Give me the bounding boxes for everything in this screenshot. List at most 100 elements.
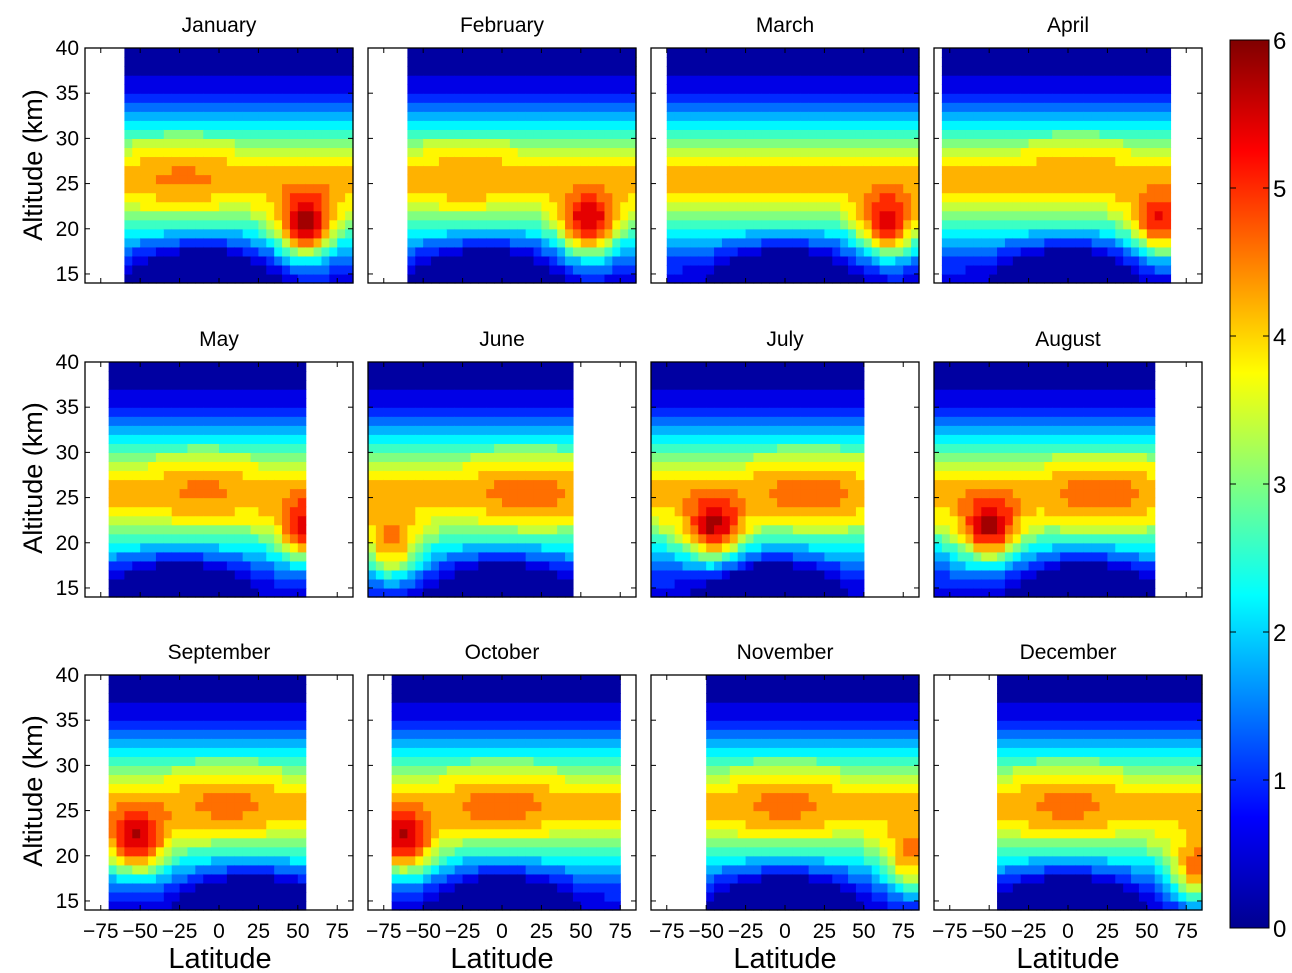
contour-cell bbox=[494, 479, 503, 490]
contour-cell bbox=[651, 407, 660, 417]
contour-cell bbox=[1146, 264, 1156, 275]
contour-cell bbox=[297, 75, 307, 85]
contour-cell bbox=[1075, 147, 1085, 158]
panel-title: May bbox=[199, 328, 239, 351]
contour-cell bbox=[620, 138, 629, 149]
contour-cell bbox=[690, 273, 699, 284]
contour-cell bbox=[666, 461, 676, 472]
contour-cell bbox=[509, 273, 519, 284]
contour-cell bbox=[423, 542, 432, 553]
contour-cell bbox=[714, 587, 723, 598]
contour-cell bbox=[588, 237, 598, 248]
contour-cell bbox=[1044, 201, 1053, 212]
contour-cell bbox=[863, 48, 873, 58]
contour-cell bbox=[557, 551, 566, 562]
contour-cell bbox=[289, 362, 299, 372]
contour-cell bbox=[690, 183, 699, 194]
contour-cell bbox=[525, 246, 535, 257]
contour-cell bbox=[911, 228, 920, 239]
contour-cell bbox=[549, 551, 558, 562]
contour-cell bbox=[1138, 219, 1148, 230]
contour-cell bbox=[155, 102, 165, 112]
contour-cell bbox=[446, 138, 456, 149]
contour-cell bbox=[195, 264, 204, 275]
contour-cell bbox=[431, 120, 440, 130]
contour-cell bbox=[792, 111, 802, 121]
contour-cell bbox=[997, 156, 1006, 167]
contour-cell bbox=[832, 102, 841, 112]
contour-cell bbox=[682, 578, 692, 589]
contour-cell bbox=[941, 93, 951, 103]
contour-cell bbox=[415, 560, 424, 571]
contour-cell bbox=[1012, 174, 1022, 185]
contour-cell bbox=[399, 569, 409, 580]
contour-cell bbox=[525, 524, 535, 535]
contour-cell bbox=[1083, 246, 1093, 257]
contour-cell bbox=[957, 264, 967, 275]
contour-cell bbox=[753, 138, 762, 149]
contour-cell bbox=[1091, 192, 1101, 203]
contour-cell bbox=[1004, 273, 1014, 284]
contour-cell bbox=[981, 129, 990, 139]
contour-cell bbox=[745, 138, 755, 149]
contour-cell bbox=[628, 156, 637, 167]
contour-cell bbox=[226, 515, 236, 526]
contour-cell bbox=[651, 416, 660, 426]
contour-cell bbox=[171, 102, 181, 112]
contour-cell bbox=[124, 434, 133, 444]
contour-cell bbox=[266, 66, 275, 76]
contour-cell bbox=[682, 506, 692, 517]
contour-cell bbox=[792, 201, 802, 212]
contour-cell bbox=[163, 461, 173, 472]
contour-cell bbox=[895, 228, 904, 239]
contour-cell bbox=[816, 120, 826, 130]
contour-cell bbox=[470, 102, 479, 112]
contour-cell bbox=[258, 470, 267, 481]
contour-cell bbox=[124, 560, 133, 571]
contour-cell bbox=[745, 246, 755, 257]
contour-cell bbox=[266, 533, 275, 544]
contour-cell bbox=[108, 389, 118, 399]
contour-cell bbox=[242, 434, 252, 444]
contour-cell bbox=[329, 219, 338, 230]
contour-cell bbox=[321, 183, 330, 194]
contour-cell bbox=[1115, 156, 1124, 167]
contour-cell bbox=[375, 578, 385, 589]
contour-cell bbox=[282, 237, 291, 248]
contour-cell bbox=[549, 416, 558, 426]
contour-cell bbox=[745, 120, 755, 130]
contour-cell bbox=[140, 425, 149, 435]
contour-cell bbox=[124, 111, 133, 121]
contour-cell bbox=[407, 416, 416, 426]
contour-cell bbox=[816, 156, 826, 167]
contour-cell bbox=[721, 57, 731, 67]
contour-cell bbox=[848, 111, 857, 121]
contour-cell bbox=[148, 524, 157, 535]
contour-cell bbox=[203, 183, 212, 194]
contour-cell bbox=[140, 273, 149, 284]
contour-cell bbox=[1099, 147, 1109, 158]
contour-cell bbox=[1123, 111, 1132, 121]
contour-cell bbox=[211, 524, 220, 535]
contour-cell bbox=[415, 174, 424, 185]
contour-cell bbox=[714, 48, 723, 58]
contour-cell bbox=[446, 75, 456, 85]
contour-cell bbox=[502, 48, 511, 58]
contour-cell bbox=[486, 192, 495, 203]
contour-cell bbox=[124, 93, 133, 103]
contour-cell bbox=[525, 416, 535, 426]
contour-cell bbox=[155, 147, 165, 158]
contour-cell bbox=[848, 129, 857, 139]
contour-cell bbox=[486, 362, 495, 372]
contour-cell bbox=[219, 210, 228, 221]
contour-cell bbox=[509, 371, 519, 381]
contour-cell bbox=[282, 156, 291, 167]
contour-cell bbox=[155, 461, 165, 472]
contour-cell bbox=[612, 246, 621, 257]
contour-cell bbox=[714, 84, 723, 94]
contour-cell bbox=[140, 461, 149, 472]
contour-cell bbox=[454, 147, 464, 158]
contour-cell bbox=[250, 443, 260, 453]
contour-cell bbox=[824, 75, 833, 85]
contour-cell bbox=[155, 237, 165, 248]
